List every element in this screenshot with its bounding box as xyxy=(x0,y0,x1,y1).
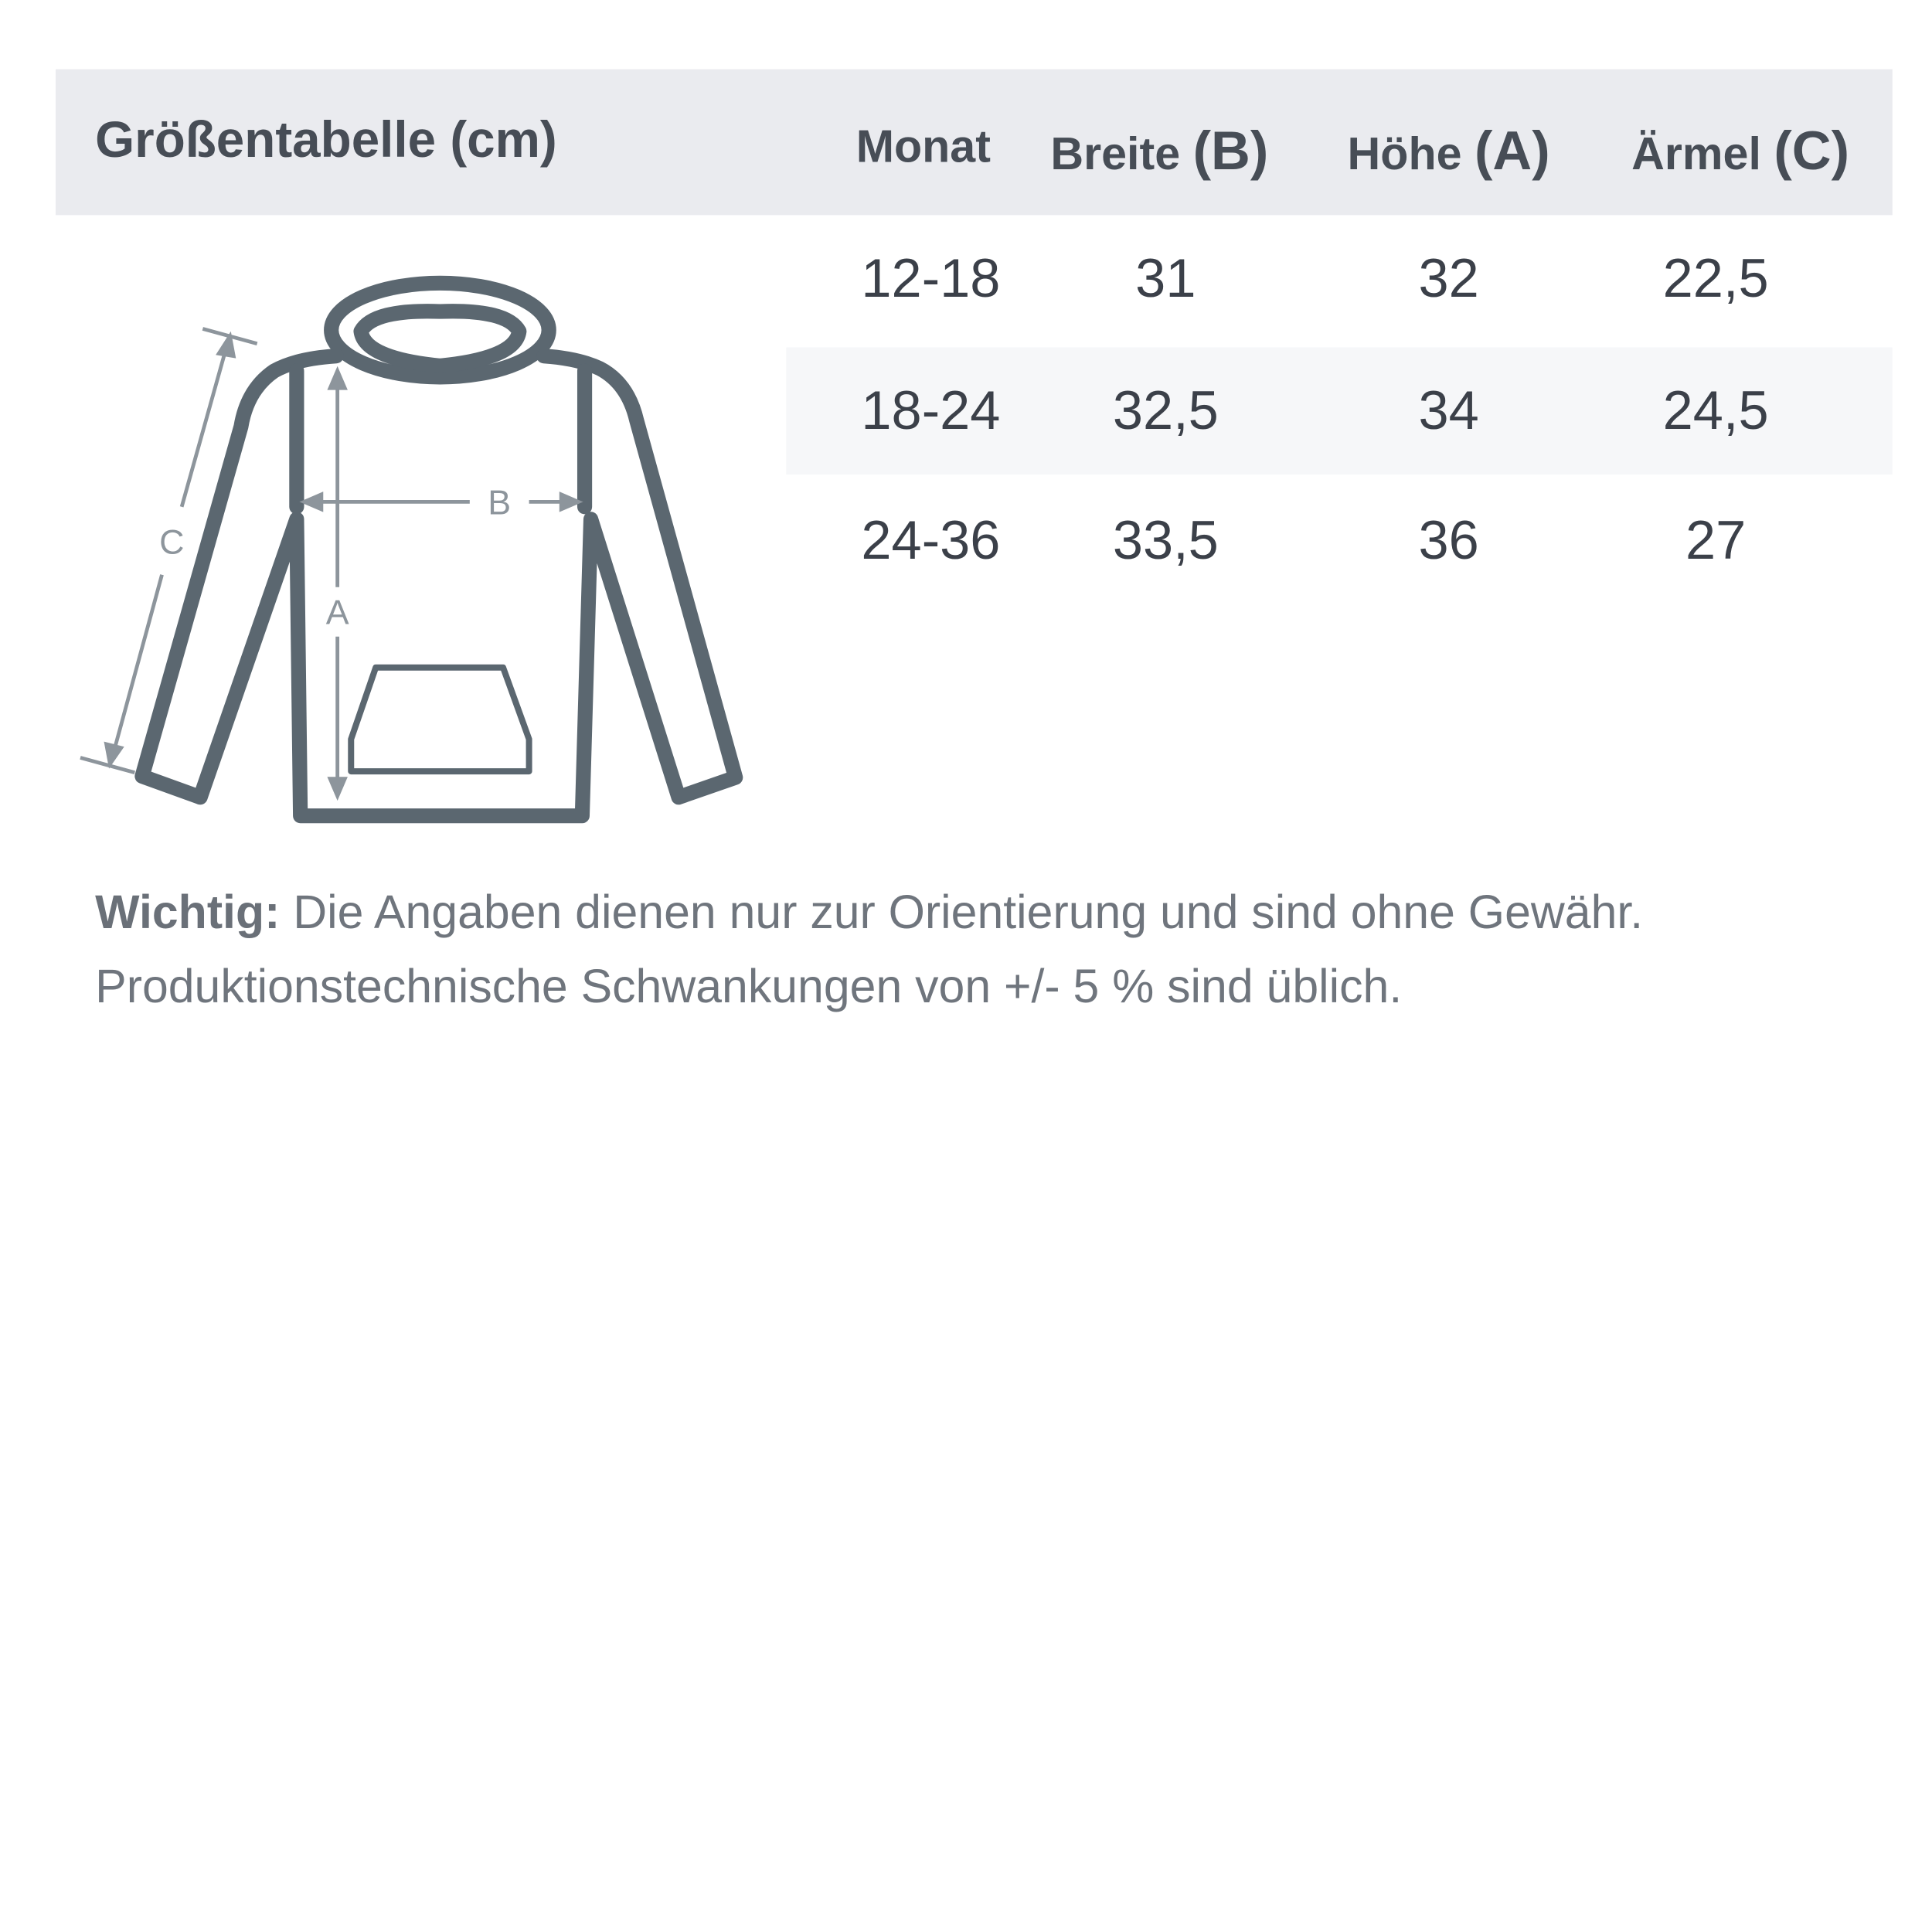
cell-sleeve: 27 xyxy=(1685,510,1747,571)
raglan-seams xyxy=(289,363,593,515)
page-title: Größentabelle (cm) xyxy=(95,111,557,168)
column-label: Höhe xyxy=(1347,128,1475,179)
table-row-stripe xyxy=(786,347,1893,475)
label-b: B xyxy=(488,483,511,522)
hood-inner xyxy=(353,304,527,374)
note-label: Wichtig: xyxy=(95,887,281,940)
column-label: Ärmel xyxy=(1631,128,1774,179)
cell-height: 32 xyxy=(1418,248,1479,309)
column-suffix: (A) xyxy=(1474,121,1550,182)
column-label: Monat xyxy=(855,121,991,172)
cell-width: 33,5 xyxy=(1112,510,1219,571)
cell-width: 31 xyxy=(1135,248,1196,309)
cell-height: 36 xyxy=(1418,510,1479,571)
label-c: C xyxy=(159,523,184,562)
column-suffix: (C) xyxy=(1774,121,1850,182)
column-header-month: Monat xyxy=(856,121,991,173)
cell-month: 18-24 xyxy=(861,380,1001,442)
column-header-height: Höhe (A) xyxy=(1348,121,1550,183)
column-header-width: Breite (B) xyxy=(1050,121,1268,183)
column-header-sleeve: Ärmel (C) xyxy=(1631,121,1849,183)
column-suffix: (B) xyxy=(1192,121,1269,182)
table-header-band xyxy=(55,69,1893,216)
note-line-1: Wichtig: Die Angaben dienen nur zur Orie… xyxy=(95,887,1643,940)
cell-sleeve: 24,5 xyxy=(1662,380,1769,442)
note-text: Die Angaben dienen nur zur Orientierung … xyxy=(280,887,1644,940)
cell-height: 34 xyxy=(1418,380,1479,442)
cell-width: 32,5 xyxy=(1112,380,1219,442)
label-a: A xyxy=(326,594,349,632)
cell-month: 12-18 xyxy=(861,248,1001,309)
hoodie-body xyxy=(134,349,743,824)
note-line-2: Produktionstechnische Schwankungen von +… xyxy=(95,961,1403,1014)
cell-sleeve: 22,5 xyxy=(1662,248,1769,309)
column-label: Breite xyxy=(1050,128,1193,179)
cell-month: 24-36 xyxy=(861,510,1001,571)
pocket xyxy=(348,664,532,775)
hood-outer xyxy=(324,275,556,385)
